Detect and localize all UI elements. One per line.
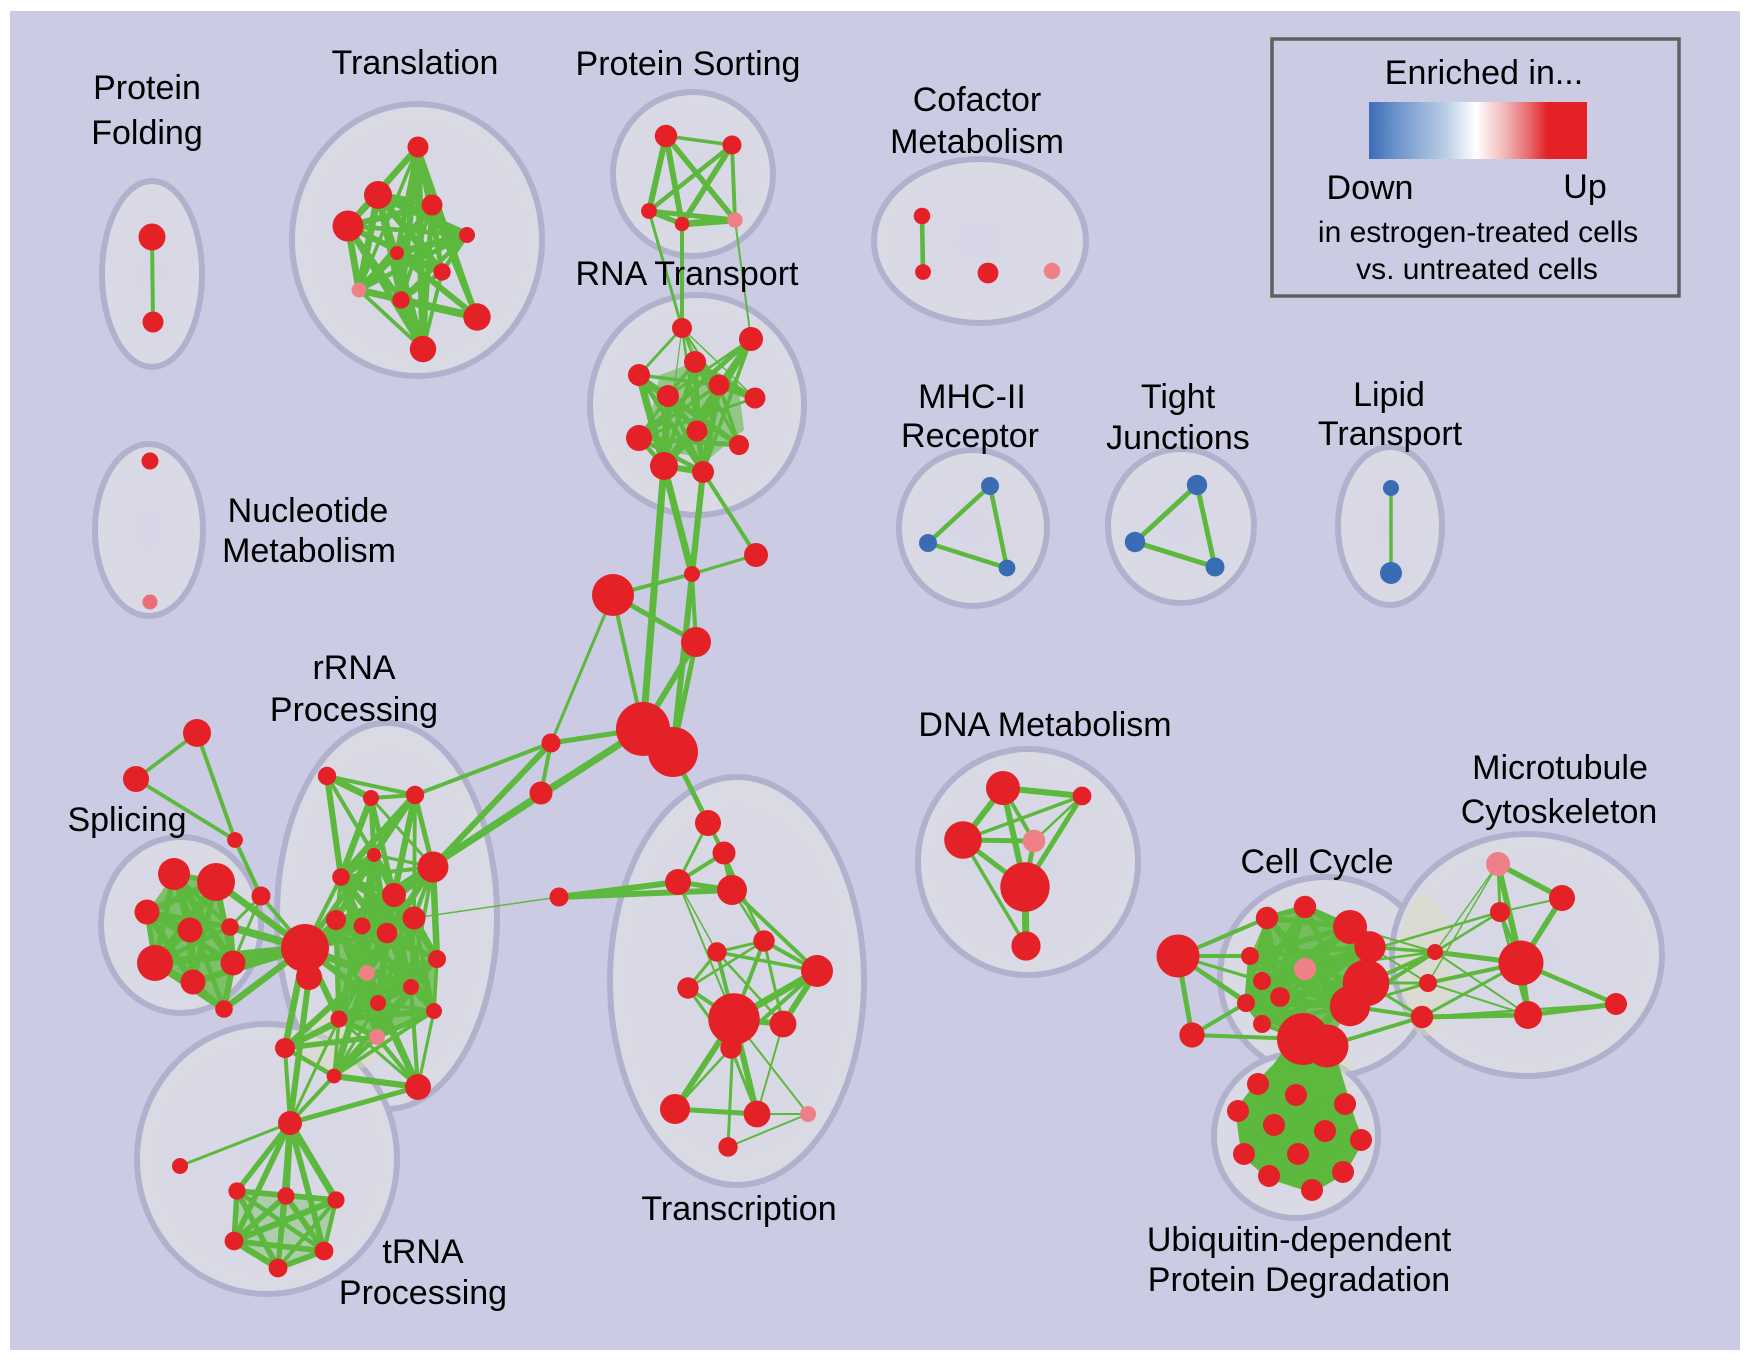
svg-text:Processing: Processing (270, 691, 438, 729)
svg-text:Protein Degradation: Protein Degradation (1148, 1261, 1450, 1299)
svg-text:Ubiquitin-dependent: Ubiquitin-dependent (1147, 1221, 1452, 1259)
svg-text:Receptor: Receptor (901, 417, 1039, 455)
svg-text:Splicing: Splicing (67, 801, 186, 839)
svg-text:Up: Up (1563, 168, 1606, 206)
svg-text:Folding: Folding (91, 114, 203, 152)
svg-text:Cell Cycle: Cell Cycle (1240, 843, 1393, 881)
svg-text:Microtubule: Microtubule (1472, 749, 1648, 787)
svg-text:Cofactor: Cofactor (913, 81, 1042, 119)
svg-text:rRNA: rRNA (312, 649, 395, 687)
svg-text:Junctions: Junctions (1106, 419, 1250, 457)
svg-text:Transport: Transport (1318, 415, 1463, 453)
svg-text:Metabolism: Metabolism (222, 532, 396, 570)
svg-text:Enriched in...: Enriched in... (1385, 54, 1583, 92)
svg-text:MHC-II: MHC-II (918, 378, 1026, 416)
svg-text:Down: Down (1327, 169, 1414, 207)
svg-text:tRNA: tRNA (382, 1233, 464, 1271)
svg-text:Nucleotide: Nucleotide (228, 492, 389, 530)
svg-text:Cytoskeleton: Cytoskeleton (1461, 793, 1658, 831)
svg-text:in estrogen-treated cells: in estrogen-treated cells (1318, 216, 1638, 249)
svg-text:Protein: Protein (93, 69, 201, 107)
svg-text:RNA Transport: RNA Transport (576, 255, 800, 293)
svg-text:Protein Sorting: Protein Sorting (576, 45, 801, 83)
svg-text:Processing: Processing (339, 1274, 507, 1312)
svg-text:vs. untreated cells: vs. untreated cells (1356, 253, 1598, 286)
svg-text:Translation: Translation (332, 44, 499, 82)
svg-text:Metabolism: Metabolism (890, 123, 1064, 161)
svg-text:Tight: Tight (1141, 378, 1216, 416)
svg-text:DNA Metabolism: DNA Metabolism (918, 706, 1171, 744)
svg-text:Lipid: Lipid (1353, 376, 1425, 414)
svg-text:Transcription: Transcription (641, 1190, 836, 1228)
